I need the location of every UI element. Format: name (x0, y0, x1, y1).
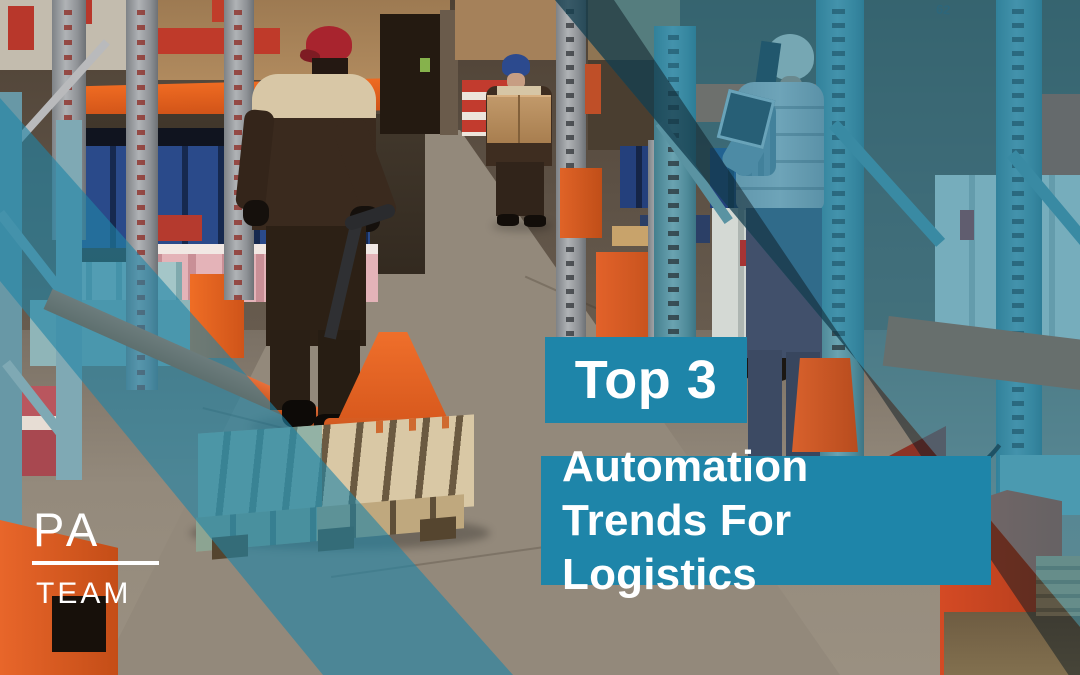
logo-primary: PA (33, 503, 103, 556)
red-label (8, 6, 34, 50)
badge-box: Top 3 (545, 337, 747, 423)
cardboard-bay (455, 0, 560, 60)
wall-strip (440, 10, 458, 135)
box-flap-line (518, 95, 520, 143)
pallet-block (420, 516, 456, 542)
blue-beanie (502, 54, 530, 76)
shoe (524, 215, 546, 227)
orange-column (596, 252, 658, 344)
badge-label: Top 3 (574, 350, 718, 410)
worker-hair (312, 58, 348, 74)
orange-guard-mid (792, 358, 858, 452)
rack-leg-hole (52, 596, 106, 652)
orange-strip (585, 64, 601, 114)
worker-face (507, 73, 525, 89)
red-band (150, 28, 280, 54)
pant-leg (270, 330, 310, 410)
drum-red-label (158, 215, 202, 241)
title-box: Automation Trends For Logistics (541, 442, 991, 599)
logo-secondary: TEAM (36, 577, 132, 610)
glove (243, 200, 269, 226)
shoe (497, 214, 519, 226)
logo-divider (32, 561, 159, 565)
worker-pants (496, 162, 544, 216)
title-line-1: Automation (562, 441, 809, 491)
exit-light (420, 58, 430, 72)
title-line-2: Trends For Logistics (562, 495, 792, 599)
jacket-collar (497, 86, 541, 95)
dark-doorway (380, 14, 440, 134)
orange-block (560, 168, 602, 238)
